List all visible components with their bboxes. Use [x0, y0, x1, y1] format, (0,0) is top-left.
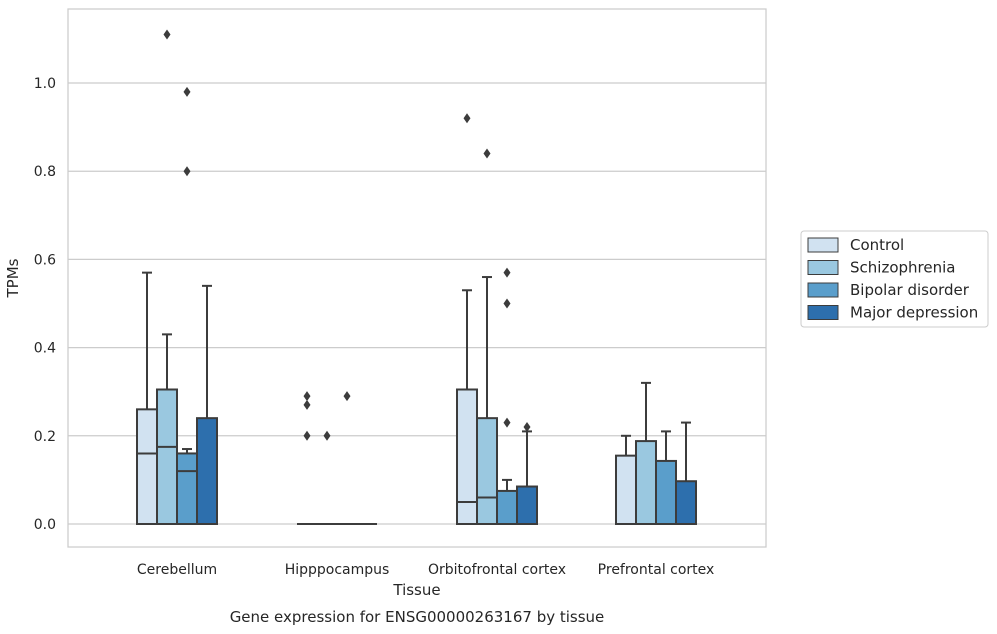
x-tick-label: Hipppocampus: [285, 562, 390, 578]
legend-swatch: [807, 305, 839, 320]
box-body: [675, 480, 697, 525]
box-body: [615, 454, 637, 525]
box-control: [136, 271, 158, 525]
outlier-points: [163, 29, 531, 441]
box-body: [196, 417, 218, 525]
box-major-depression: [196, 284, 218, 525]
legend-label: Schizophrenia: [850, 259, 955, 277]
legend-frame: [800, 230, 989, 328]
outlier-point: [343, 391, 351, 402]
y-tick-label: 1.0: [34, 76, 56, 92]
outlier-point: [483, 148, 491, 159]
y-tick-label: 0.0: [34, 517, 56, 533]
outlier-point: [163, 29, 171, 40]
legend-swatch: [807, 237, 839, 253]
y-tick-label: 0.4: [34, 341, 56, 357]
x-axis-label: Tissue: [392, 581, 440, 599]
box-major-depression: [516, 430, 538, 526]
box-body: [136, 408, 158, 525]
legend: Control Schizophrenia Bipolar disorder Majo…: [800, 230, 989, 328]
x-tick-label: Prefrontal cortex: [598, 562, 715, 578]
box-body: [156, 388, 178, 525]
box-body: [176, 452, 198, 525]
y-axis-ticks: 0.0 0.2 0.4 0.6 0.8 1.0: [34, 76, 56, 533]
outlier-point: [303, 399, 311, 410]
x-axis-ticks: Cerebellum Hipppocampus Orbitofrontal cort…: [137, 562, 714, 578]
outlier-point: [303, 430, 311, 441]
y-tick-label: 0.2: [34, 429, 56, 445]
legend-label: Major depression: [850, 304, 978, 322]
outlier-point: [463, 113, 471, 124]
y-tick-label: 0.8: [34, 164, 56, 180]
box-major-depression: [675, 421, 697, 525]
box-body: [496, 489, 518, 525]
legend-label: Control: [850, 236, 904, 254]
outlier-point: [523, 421, 531, 432]
x-tick-label: Cerebellum: [137, 562, 217, 578]
box-body: [456, 388, 478, 525]
plot-area-frame: [67, 8, 767, 548]
box-control: [615, 434, 637, 525]
outlier-point: [323, 430, 331, 441]
outlier-point: [503, 298, 511, 309]
legend-label: Bipolar disorder: [850, 281, 970, 299]
y-axis-label: TPMs: [4, 258, 22, 298]
outlier-point: [183, 86, 191, 97]
box-series: [136, 271, 697, 526]
legend-swatch: [807, 282, 839, 298]
outlier-point: [303, 391, 311, 402]
outlier-point: [503, 417, 511, 428]
legend-swatch: [807, 260, 839, 275]
outlier-point: [183, 166, 191, 177]
x-tick-label: Orbitofrontal cortex: [428, 562, 566, 578]
figure-caption: Gene expression for ENSG00000263167 by t…: [230, 608, 605, 626]
box-body: [516, 485, 538, 526]
box-bipolar-disorder: [496, 478, 518, 525]
box-schizophrenia: [476, 276, 498, 525]
box-body: [476, 417, 498, 525]
outlier-point: [503, 267, 511, 278]
box-schizophrenia: [156, 333, 178, 525]
y-tick-label: 0.6: [34, 252, 56, 268]
box-bipolar-disorder: [176, 448, 198, 525]
box-body: [655, 459, 677, 526]
box-body: [635, 440, 657, 526]
